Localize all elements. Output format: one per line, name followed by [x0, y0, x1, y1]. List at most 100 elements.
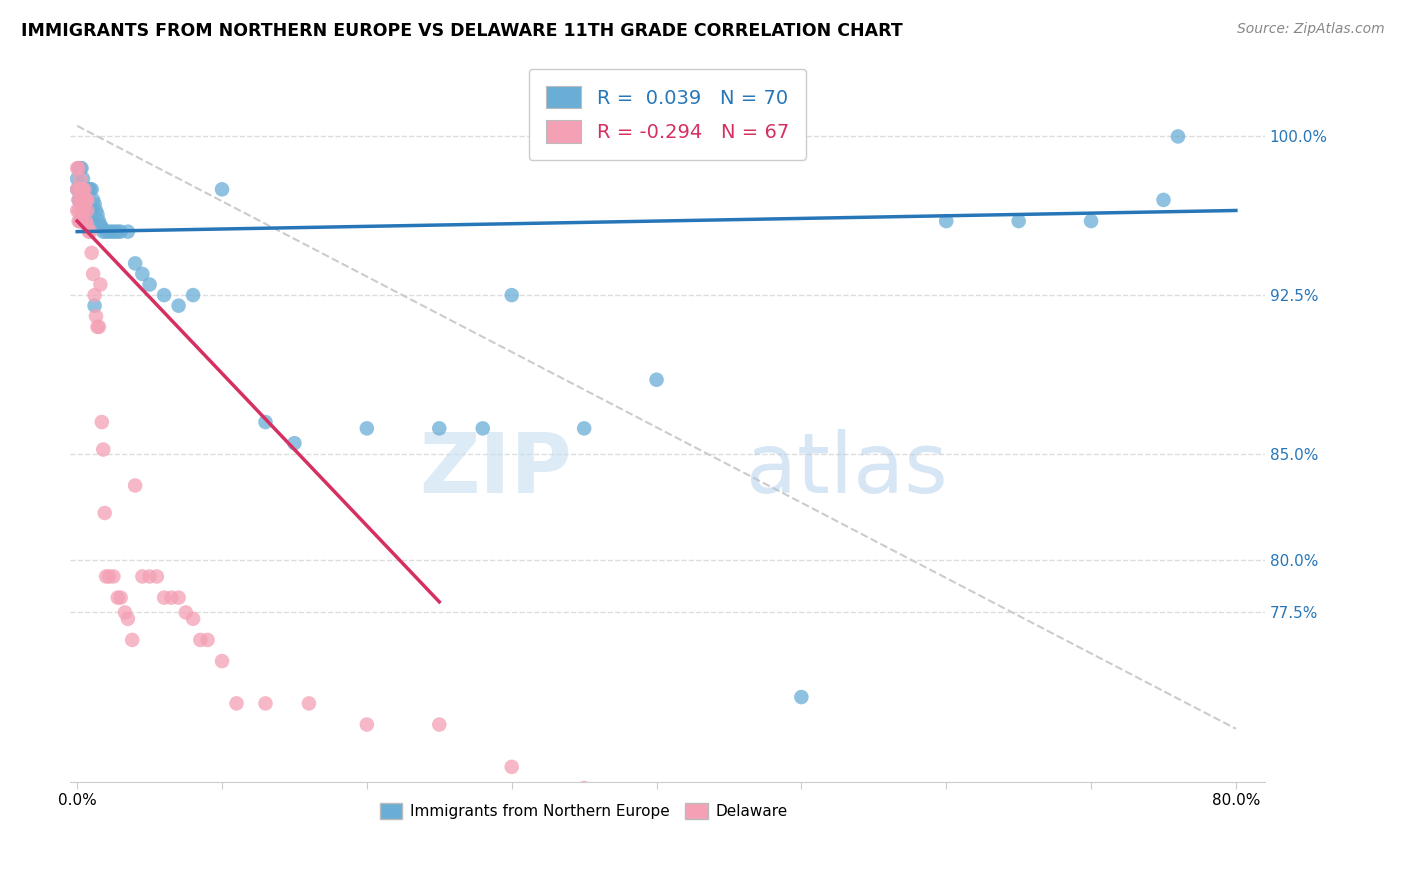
Point: [69, 161, 91, 176]
Point: [69, 182, 91, 196]
Point: [69, 193, 91, 207]
Point: [501, 288, 523, 302]
Point: [181, 288, 204, 302]
Point: [69, 193, 91, 207]
Point: [283, 436, 305, 450]
Point: [83, 288, 105, 302]
Point: [501, 760, 523, 774]
Point: [90, 415, 112, 429]
Point: [80, 203, 103, 218]
Point: [69, 171, 91, 186]
Point: [298, 697, 321, 711]
Point: [114, 606, 136, 620]
Point: [70, 182, 93, 196]
Point: [1167, 129, 1189, 144]
Point: [72, 193, 94, 207]
Point: [76, 219, 98, 233]
Point: [77, 214, 100, 228]
Point: [107, 225, 129, 239]
Text: ZIP: ZIP: [419, 429, 572, 510]
Point: [70, 214, 93, 228]
Point: [211, 654, 233, 668]
Point: [117, 612, 139, 626]
Point: [96, 225, 118, 239]
Point: [80, 245, 103, 260]
Point: [83, 197, 105, 211]
Point: [131, 267, 153, 281]
Text: atlas: atlas: [745, 429, 948, 510]
Point: [70, 182, 93, 196]
Point: [427, 717, 450, 731]
Point: [1153, 193, 1175, 207]
Point: [87, 319, 110, 334]
Point: [76, 182, 98, 196]
Point: [82, 267, 104, 281]
Point: [77, 182, 100, 196]
Point: [471, 421, 494, 435]
Point: [356, 717, 378, 731]
Text: Source: ZipAtlas.com: Source: ZipAtlas.com: [1237, 22, 1385, 37]
Point: [73, 203, 96, 218]
Point: [96, 569, 118, 583]
Point: [572, 780, 595, 795]
Point: [174, 606, 197, 620]
Point: [73, 193, 96, 207]
Point: [83, 299, 105, 313]
Point: [138, 277, 160, 292]
Point: [66, 171, 89, 186]
Point: [211, 182, 233, 196]
Point: [110, 591, 132, 605]
Point: [75, 203, 97, 218]
Point: [76, 203, 98, 218]
Point: [79, 203, 101, 218]
Point: [1080, 214, 1102, 228]
Point: [107, 591, 129, 605]
Point: [77, 203, 100, 218]
Point: [66, 161, 89, 176]
Point: [72, 203, 94, 218]
Point: [77, 225, 100, 239]
Point: [91, 442, 114, 457]
Point: [167, 299, 190, 313]
Point: [90, 220, 112, 235]
Point: [72, 193, 94, 207]
Point: [91, 225, 114, 239]
Point: [103, 569, 125, 583]
Point: [146, 569, 169, 583]
Point: [67, 182, 90, 196]
Point: [72, 182, 94, 196]
Point: [93, 506, 115, 520]
Point: [86, 319, 108, 334]
Point: [84, 310, 107, 324]
Point: [790, 690, 813, 704]
Point: [98, 569, 121, 583]
Point: [67, 214, 90, 228]
Point: [76, 193, 98, 207]
Point: [1007, 214, 1029, 228]
Point: [225, 697, 247, 711]
Point: [138, 569, 160, 583]
Point: [645, 373, 668, 387]
Point: [356, 421, 378, 435]
Point: [79, 214, 101, 228]
Point: [70, 203, 93, 218]
Point: [66, 182, 89, 196]
Point: [124, 478, 146, 492]
Point: [73, 182, 96, 196]
Point: [427, 421, 450, 435]
Point: [181, 612, 204, 626]
Point: [79, 182, 101, 196]
Point: [67, 182, 90, 196]
Point: [69, 182, 91, 196]
Point: [70, 214, 93, 228]
Point: [76, 203, 98, 218]
Point: [101, 225, 124, 239]
Point: [572, 421, 595, 435]
Point: [124, 256, 146, 270]
Point: [80, 182, 103, 196]
Point: [98, 225, 121, 239]
Point: [104, 225, 127, 239]
Point: [66, 182, 89, 196]
Point: [75, 182, 97, 196]
Point: [121, 632, 143, 647]
